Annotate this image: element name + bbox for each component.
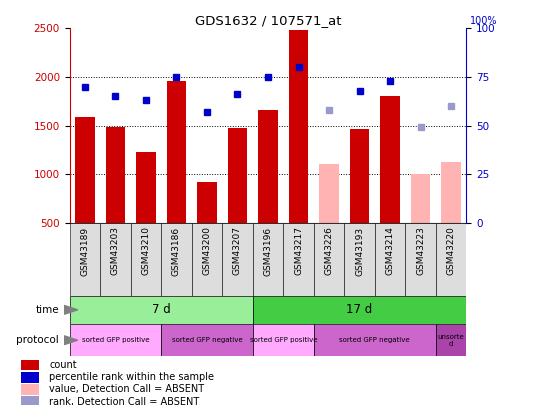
Bar xyxy=(192,223,222,296)
Bar xyxy=(405,223,436,296)
Bar xyxy=(288,30,308,223)
Text: value, Detection Call = ABSENT: value, Detection Call = ABSENT xyxy=(49,384,204,394)
Bar xyxy=(314,223,344,296)
Text: percentile rank within the sample: percentile rank within the sample xyxy=(49,372,214,382)
Bar xyxy=(349,130,369,223)
Text: sorted GFP negative: sorted GFP negative xyxy=(172,337,242,343)
Polygon shape xyxy=(64,336,78,345)
Bar xyxy=(70,296,253,324)
Bar xyxy=(106,126,125,223)
Text: rank, Detection Call = ABSENT: rank, Detection Call = ABSENT xyxy=(49,396,199,405)
Text: GSM43220: GSM43220 xyxy=(446,226,456,275)
Bar xyxy=(228,128,248,223)
Bar xyxy=(314,324,436,356)
Bar xyxy=(319,164,339,223)
Text: 17 d: 17 d xyxy=(346,303,373,316)
Text: GSM43214: GSM43214 xyxy=(385,226,394,275)
Text: GSM43193: GSM43193 xyxy=(355,226,364,275)
Text: GSM43223: GSM43223 xyxy=(416,226,425,275)
Text: sorted GFP positive: sorted GFP positive xyxy=(249,337,317,343)
Bar xyxy=(344,223,375,296)
Bar xyxy=(380,96,400,223)
Bar xyxy=(411,174,430,223)
Text: count: count xyxy=(49,360,77,370)
Text: 7 d: 7 d xyxy=(152,303,170,316)
Bar xyxy=(70,223,100,296)
Bar xyxy=(222,223,253,296)
Bar xyxy=(21,360,39,371)
Bar xyxy=(167,81,187,223)
Bar xyxy=(283,223,314,296)
Text: GSM43210: GSM43210 xyxy=(142,226,151,275)
Bar xyxy=(441,162,461,223)
Polygon shape xyxy=(64,305,78,314)
Bar xyxy=(253,223,283,296)
Text: sorted GFP negative: sorted GFP negative xyxy=(339,337,410,343)
Text: unsorte
d: unsorte d xyxy=(438,334,464,347)
Text: GSM43207: GSM43207 xyxy=(233,226,242,275)
Text: GSM43186: GSM43186 xyxy=(172,226,181,275)
Bar xyxy=(436,223,466,296)
Bar xyxy=(436,324,466,356)
Bar xyxy=(258,110,278,223)
Bar xyxy=(253,324,314,356)
Bar xyxy=(161,324,253,356)
Bar xyxy=(136,152,156,223)
Bar xyxy=(70,324,161,356)
Text: GSM43196: GSM43196 xyxy=(264,226,272,275)
Text: GSM43189: GSM43189 xyxy=(80,226,90,275)
Bar xyxy=(131,223,161,296)
Bar xyxy=(161,223,192,296)
Bar xyxy=(197,182,217,223)
Text: time: time xyxy=(35,305,59,315)
Text: GSM43217: GSM43217 xyxy=(294,226,303,275)
Bar xyxy=(21,372,39,383)
Bar xyxy=(21,384,39,395)
Text: protocol: protocol xyxy=(16,335,59,345)
Bar xyxy=(75,117,95,223)
Text: GSM43226: GSM43226 xyxy=(324,226,333,275)
Text: GSM43203: GSM43203 xyxy=(111,226,120,275)
Text: GSM43200: GSM43200 xyxy=(203,226,212,275)
Title: GDS1632 / 107571_at: GDS1632 / 107571_at xyxy=(195,14,341,27)
Text: 100%: 100% xyxy=(470,17,498,26)
Bar xyxy=(21,396,39,405)
Bar xyxy=(100,223,131,296)
Bar xyxy=(253,296,466,324)
Bar xyxy=(375,223,405,296)
Text: sorted GFP positive: sorted GFP positive xyxy=(81,337,149,343)
